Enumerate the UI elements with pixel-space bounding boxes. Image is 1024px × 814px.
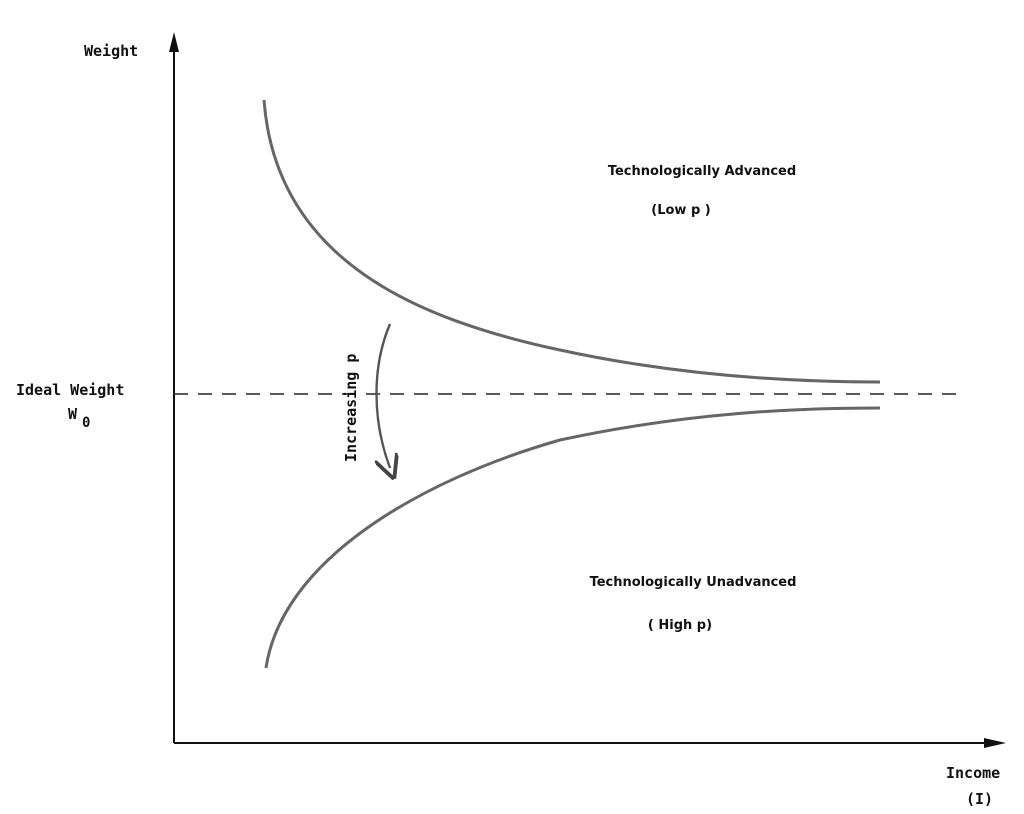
ideal-weight-symbol: W <box>68 405 78 423</box>
ideal-weight-subscript: 0 <box>82 415 90 431</box>
x-axis-label: Income <box>946 764 1000 782</box>
ideal-weight-label: Ideal Weight <box>16 381 124 399</box>
unadvanced-region-title: Technologically Unadvanced <box>590 575 797 590</box>
x-axis-label-symbol: (I) <box>966 790 993 808</box>
x-axis-arrowhead <box>984 738 1006 748</box>
advanced-region-title: Technologically Advanced <box>608 164 796 179</box>
lower-curve <box>264 406 881 669</box>
y-axis-arrowhead <box>169 32 179 52</box>
unadvanced-region-subtitle: ( High p) <box>648 618 712 633</box>
upper-curve <box>262 99 881 384</box>
increasing-p-arrow <box>377 323 391 468</box>
y-axis-label: Weight <box>84 42 138 60</box>
increasing-p-label: Increasing p <box>342 354 360 462</box>
advanced-region-subtitle: (Low p ) <box>651 203 710 218</box>
